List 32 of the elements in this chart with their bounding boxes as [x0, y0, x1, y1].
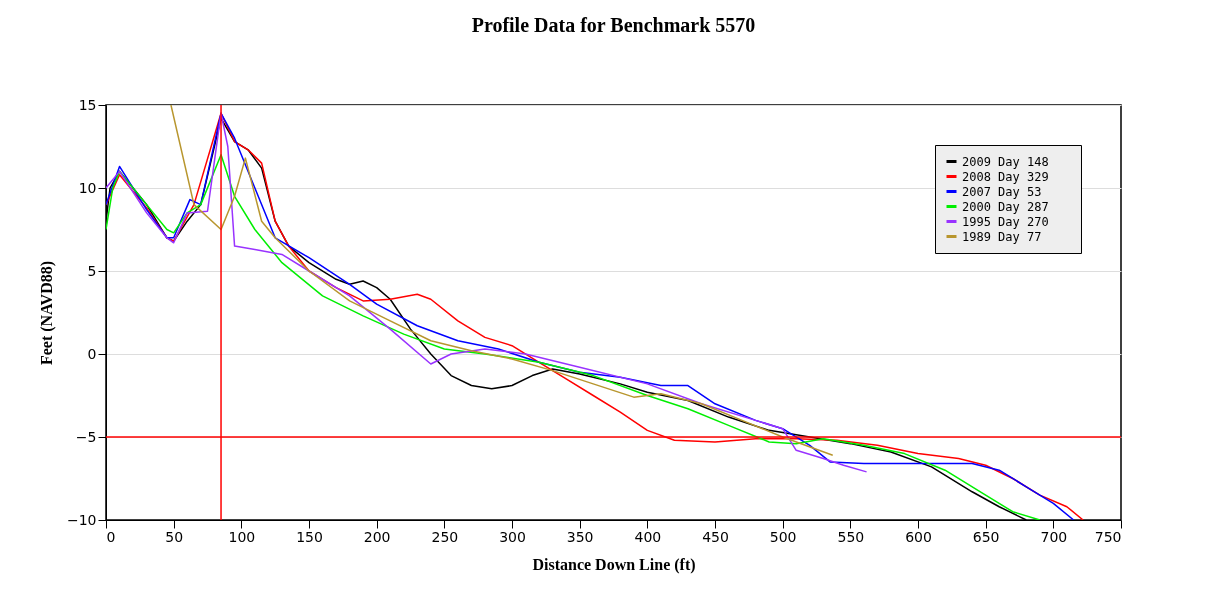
- x-tick-label: 550: [837, 528, 865, 545]
- x-tick-label: 350: [566, 528, 594, 545]
- y-tick-label: −10: [66, 511, 97, 528]
- x-tick-label: 300: [499, 528, 526, 545]
- legend-label: 2007 Day 53: [962, 184, 1042, 199]
- x-tick-label: 200: [363, 528, 391, 545]
- x-tick-label: 150: [296, 528, 323, 545]
- legend-label: 1995 Day 270: [962, 214, 1049, 229]
- legend-label: 2000 Day 287: [962, 199, 1049, 214]
- x-tick-label: 450: [702, 528, 729, 545]
- x-axis-title: Distance Down Line (ft): [532, 555, 696, 574]
- x-tick-label: 600: [905, 528, 932, 545]
- x-tick-label: 700: [1040, 528, 1068, 545]
- y-axis-title: Feet (NAVD88): [37, 260, 56, 366]
- line-series: [170, 105, 834, 457]
- legend-label: 2009 Day 148: [962, 154, 1049, 169]
- x-tick-label: 650: [972, 528, 1000, 545]
- x-tick-label: 500: [769, 528, 797, 545]
- x-tick-label: 50: [165, 528, 184, 545]
- y-tick-label: 15: [78, 96, 97, 113]
- x-tick-label: 100: [228, 528, 256, 545]
- y-tick-label: 0: [87, 345, 97, 362]
- x-tick-label: 250: [431, 528, 459, 545]
- x-tick-label: 0: [106, 528, 116, 545]
- y-tick-label: 5: [87, 262, 97, 279]
- y-tick-label: 10: [78, 179, 97, 196]
- x-tick-label: 400: [634, 528, 662, 545]
- legend-label: 2008 Day 329: [962, 169, 1049, 184]
- legend-label: 1989 Day 77: [962, 229, 1042, 244]
- y-tick-label: −5: [75, 428, 97, 445]
- chart-title: Profile Data for Benchmark 5570: [471, 14, 756, 36]
- x-tick-label: 750: [1094, 528, 1122, 545]
